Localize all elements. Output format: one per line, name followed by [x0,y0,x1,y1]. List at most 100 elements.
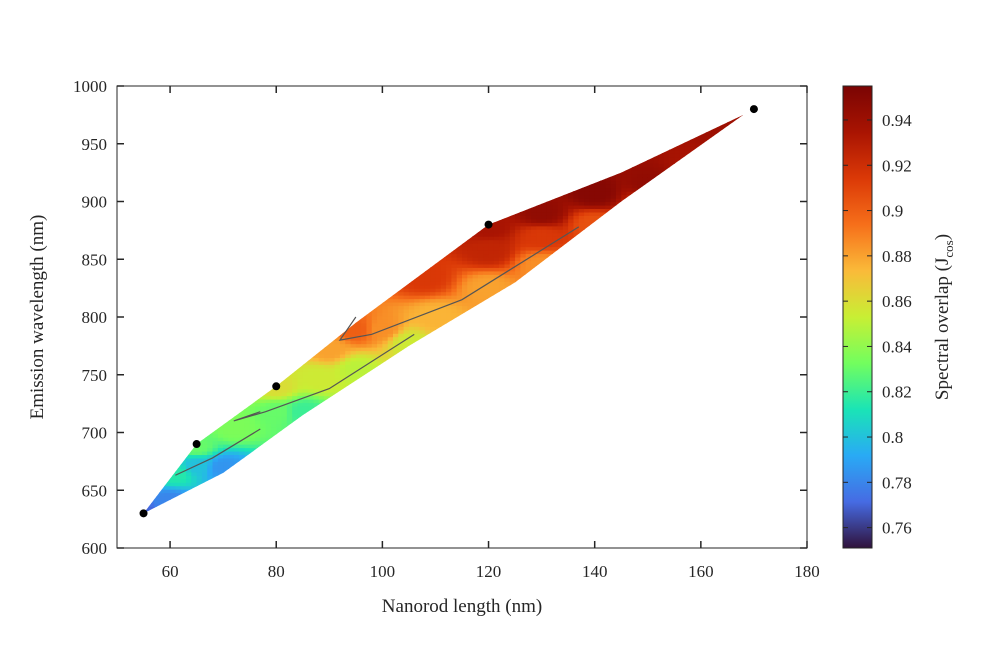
heatmap-cell [223,444,230,449]
heatmap-cell [239,454,245,459]
heatmap-cell [265,419,272,424]
heatmap-cell [223,468,230,473]
heatmap-cell [276,423,283,428]
heatmap-cell [265,412,272,417]
heatmap-cell [286,416,293,421]
heatmap-cell [302,367,309,372]
heatmap-cell [255,426,261,431]
heatmap-cell [286,388,293,393]
heatmap-cell [297,385,304,390]
heatmap-cell [302,385,309,390]
heatmap-cell [244,437,251,442]
heatmap-cell [297,388,304,393]
heatmap-cell [207,468,214,473]
heatmap-cell [239,433,245,438]
heatmap-cell [297,412,304,417]
heatmap-cell [286,412,293,417]
heatmap-cell [212,471,219,476]
heatmap-cell [154,496,161,501]
heatmap-cell [308,378,314,383]
heatmap-cell [217,433,224,438]
heatmap-cell [186,475,192,480]
heatmap-cell [249,409,256,414]
heatmap-cell [270,409,277,414]
heatmap-cell [244,447,251,452]
heatmap-cell [186,485,192,490]
heatmap-cell [244,440,251,445]
heatmap-cell [201,447,208,452]
heatmap-cell [164,485,171,490]
heatmap-cell [196,478,203,483]
heatmap-cell [196,471,203,476]
heatmap-cell [276,430,283,435]
heatmap-cell [308,374,314,379]
heatmap-cell [164,492,171,497]
heatmap-cell [260,440,267,445]
heatmap-cell [223,457,230,462]
heatmap-cell [233,430,240,435]
heatmap-cell [292,371,299,376]
heatmap-cell [286,402,293,407]
heatmap-cell [244,433,251,438]
heatmap-cell [233,416,240,421]
heatmap-cell [175,485,182,490]
heatmap-cell [212,433,219,438]
heatmap-cell [201,437,208,442]
heatmap-cell [212,447,219,452]
heatmap-cell [233,450,240,456]
heatmap-cell [228,423,235,428]
heatmap-cell [244,423,251,428]
heatmap-cell [286,378,293,383]
heatmap-cell [297,381,304,386]
heatmap-cell [244,450,251,456]
heatmap-cell [276,399,283,404]
heatmap-cell [212,450,219,456]
heatmap-cell [281,412,288,417]
heatmap-cell [170,492,176,497]
heatmap-cell [276,409,283,414]
heatmap-cell [297,395,304,400]
heatmap-cell [217,447,224,452]
heatmap-cell [286,405,293,410]
heatmap-cell [292,409,299,414]
heatmap-cell [175,478,182,483]
heatmap-cell [265,395,272,400]
heatmap-cell [276,388,283,393]
heatmap-cell [260,430,267,435]
heatmap-cell [276,395,283,400]
heatmap-cell [244,409,251,414]
heatmap-cell [233,419,240,424]
heatmap-cell [233,423,240,428]
heatmap-cell [217,461,224,466]
heatmap-cell [239,419,245,424]
heatmap-cell [281,392,288,397]
heatmap-cell [281,388,288,393]
heatmap-cell [228,430,235,435]
heatmap-cell [270,402,277,407]
heatmap-cell [302,409,309,414]
heatmap-cell [270,416,277,421]
heatmap-cell [201,450,208,456]
heatmap-cell [191,478,198,483]
heatmap-cell [239,409,245,414]
heatmap-cell [302,402,309,407]
heatmap-cell [286,409,293,414]
heatmap-cell [175,492,182,497]
heatmap-cell [302,360,309,365]
heatmap-cell [281,395,288,400]
heatmap-cell [270,395,277,400]
heatmap-cell [201,464,208,469]
heatmap-cell [207,437,214,442]
heatmap-cell [276,392,283,397]
heatmap-cell [217,440,224,445]
heatmap-cell [302,392,309,397]
heatmap-cell [265,409,272,414]
heatmap-cell [281,381,288,386]
heatmap-cell [249,416,256,421]
heatmap-cell [249,423,256,428]
heatmap-cell [292,385,299,390]
heatmap-cell [281,378,288,383]
heatmap-cell [265,433,272,438]
heatmap-cell [196,464,203,469]
heatmap-cell [265,392,272,397]
